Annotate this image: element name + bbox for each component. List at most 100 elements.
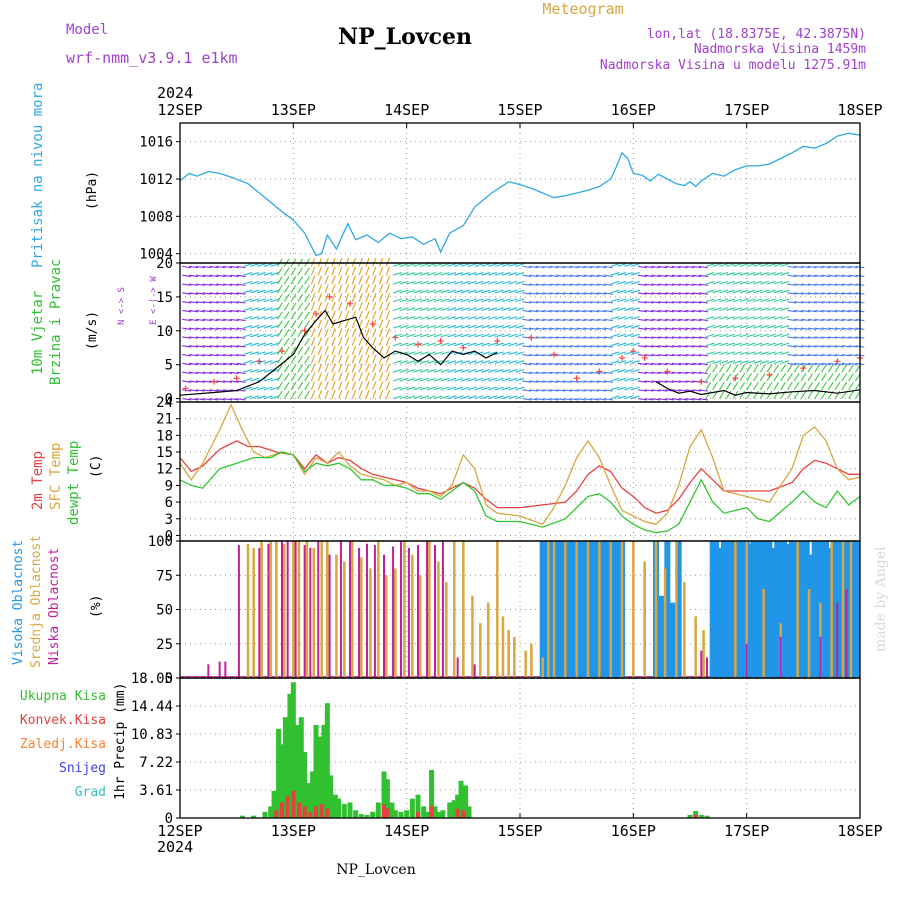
wind-barb	[834, 318, 845, 322]
wind-barb	[787, 309, 797, 313]
cloud-bar-0	[735, 541, 742, 678]
wind-barb	[841, 292, 851, 295]
wind-barb	[705, 351, 715, 356]
cloud-bar-1	[762, 588, 765, 678]
gust-mark	[437, 337, 444, 344]
wind-barb	[515, 368, 525, 373]
wind-barb	[807, 345, 817, 348]
wind-barb	[719, 373, 725, 382]
wind-barb	[351, 266, 357, 276]
wind-barb	[420, 263, 430, 267]
wind-barb	[310, 363, 316, 373]
wind-barb	[617, 360, 627, 364]
wind-barb	[216, 336, 226, 339]
wind-barb	[454, 386, 464, 391]
year-top: 2024	[157, 84, 193, 102]
wind-barb	[426, 342, 436, 347]
precip-bar-rain	[310, 771, 316, 818]
model-name: wrf-nmm_v3.9.1 e1km	[66, 49, 238, 67]
wind-barb	[263, 333, 273, 338]
wind-barb	[256, 342, 266, 347]
wind-barb	[732, 381, 739, 391]
precip-bar-rain	[251, 815, 257, 818]
cloud-bar-0	[670, 602, 676, 678]
wind-barb	[236, 327, 246, 330]
precip-bar-rain	[404, 810, 410, 818]
wind-barb	[535, 274, 545, 278]
wind-barb	[338, 275, 343, 285]
wind-barb	[454, 316, 464, 320]
wind-barb	[814, 345, 824, 348]
gust-mark	[800, 365, 807, 372]
wind-barb	[569, 345, 579, 348]
wind-barb	[692, 336, 702, 339]
cloud-bar-2	[237, 545, 240, 678]
cloud-bar-0	[675, 541, 682, 678]
wind-barb	[447, 360, 457, 364]
wind-barb	[528, 292, 539, 295]
wind-barb	[780, 351, 790, 356]
wind-barb	[420, 395, 430, 400]
wind-barb	[753, 381, 759, 391]
wind-barb	[392, 333, 402, 338]
wind-barb	[243, 333, 253, 338]
wind-barb	[250, 342, 260, 347]
wind-barb	[297, 284, 304, 294]
wind-barb	[617, 316, 627, 320]
wind-barb	[304, 284, 310, 294]
wind-barb	[644, 283, 654, 286]
wind-barb	[644, 301, 654, 304]
wind-barb	[209, 353, 219, 357]
cloud-bar-2	[473, 664, 476, 678]
wind-barb	[229, 283, 239, 286]
wind-barb	[474, 395, 484, 400]
cloud-y-tick-label: 25	[156, 637, 173, 653]
cloud-bar-1	[360, 557, 363, 678]
wind-barb	[229, 309, 239, 313]
wind-barb	[331, 266, 336, 276]
wind-barb	[229, 398, 239, 401]
wind-ylabel: (m/s)	[85, 311, 100, 350]
wind-barb	[535, 398, 545, 401]
wind-barb	[351, 354, 357, 364]
wind-barb	[841, 301, 851, 304]
wind-barb	[236, 371, 246, 375]
wind-barb	[344, 363, 350, 373]
precip-bar-rain	[384, 779, 390, 818]
wind-barb	[344, 284, 350, 294]
wind-barb	[692, 389, 702, 392]
wind-barb	[603, 345, 613, 348]
wind-barb	[358, 293, 363, 302]
wind-barb	[698, 345, 709, 348]
wind-barb	[828, 283, 838, 286]
wind-barb	[324, 345, 329, 355]
wind-barb	[596, 362, 607, 366]
wind-barb	[433, 272, 443, 276]
wind-barb	[535, 389, 545, 392]
wind-barb	[202, 345, 212, 348]
wind-barb	[290, 284, 297, 294]
wind-barb	[793, 390, 800, 399]
wind-barb	[610, 263, 620, 267]
wind-barb	[426, 307, 436, 311]
wind-barb	[569, 318, 579, 322]
cloud-bar-0	[792, 541, 799, 678]
wind-barb	[426, 386, 436, 391]
wind-barb	[440, 272, 450, 276]
wind-barb	[651, 265, 661, 269]
wind-barb	[406, 298, 416, 303]
wind-barb	[440, 263, 450, 267]
precip-bar-rain	[321, 724, 327, 818]
wind-barb	[630, 360, 640, 364]
wind-barb	[216, 265, 226, 269]
cloud-bar-0	[721, 541, 727, 678]
wind-barb	[263, 324, 273, 329]
wind-barb	[692, 265, 702, 269]
wind-barb	[406, 360, 416, 364]
wind-barb	[746, 333, 756, 338]
wind-barb	[420, 386, 430, 391]
cloud-bar-2	[224, 661, 227, 678]
precip-bar-rain	[332, 794, 338, 818]
cloud-bar-2	[267, 543, 270, 678]
x-tick-label-bottom: 16SEP	[611, 822, 656, 840]
